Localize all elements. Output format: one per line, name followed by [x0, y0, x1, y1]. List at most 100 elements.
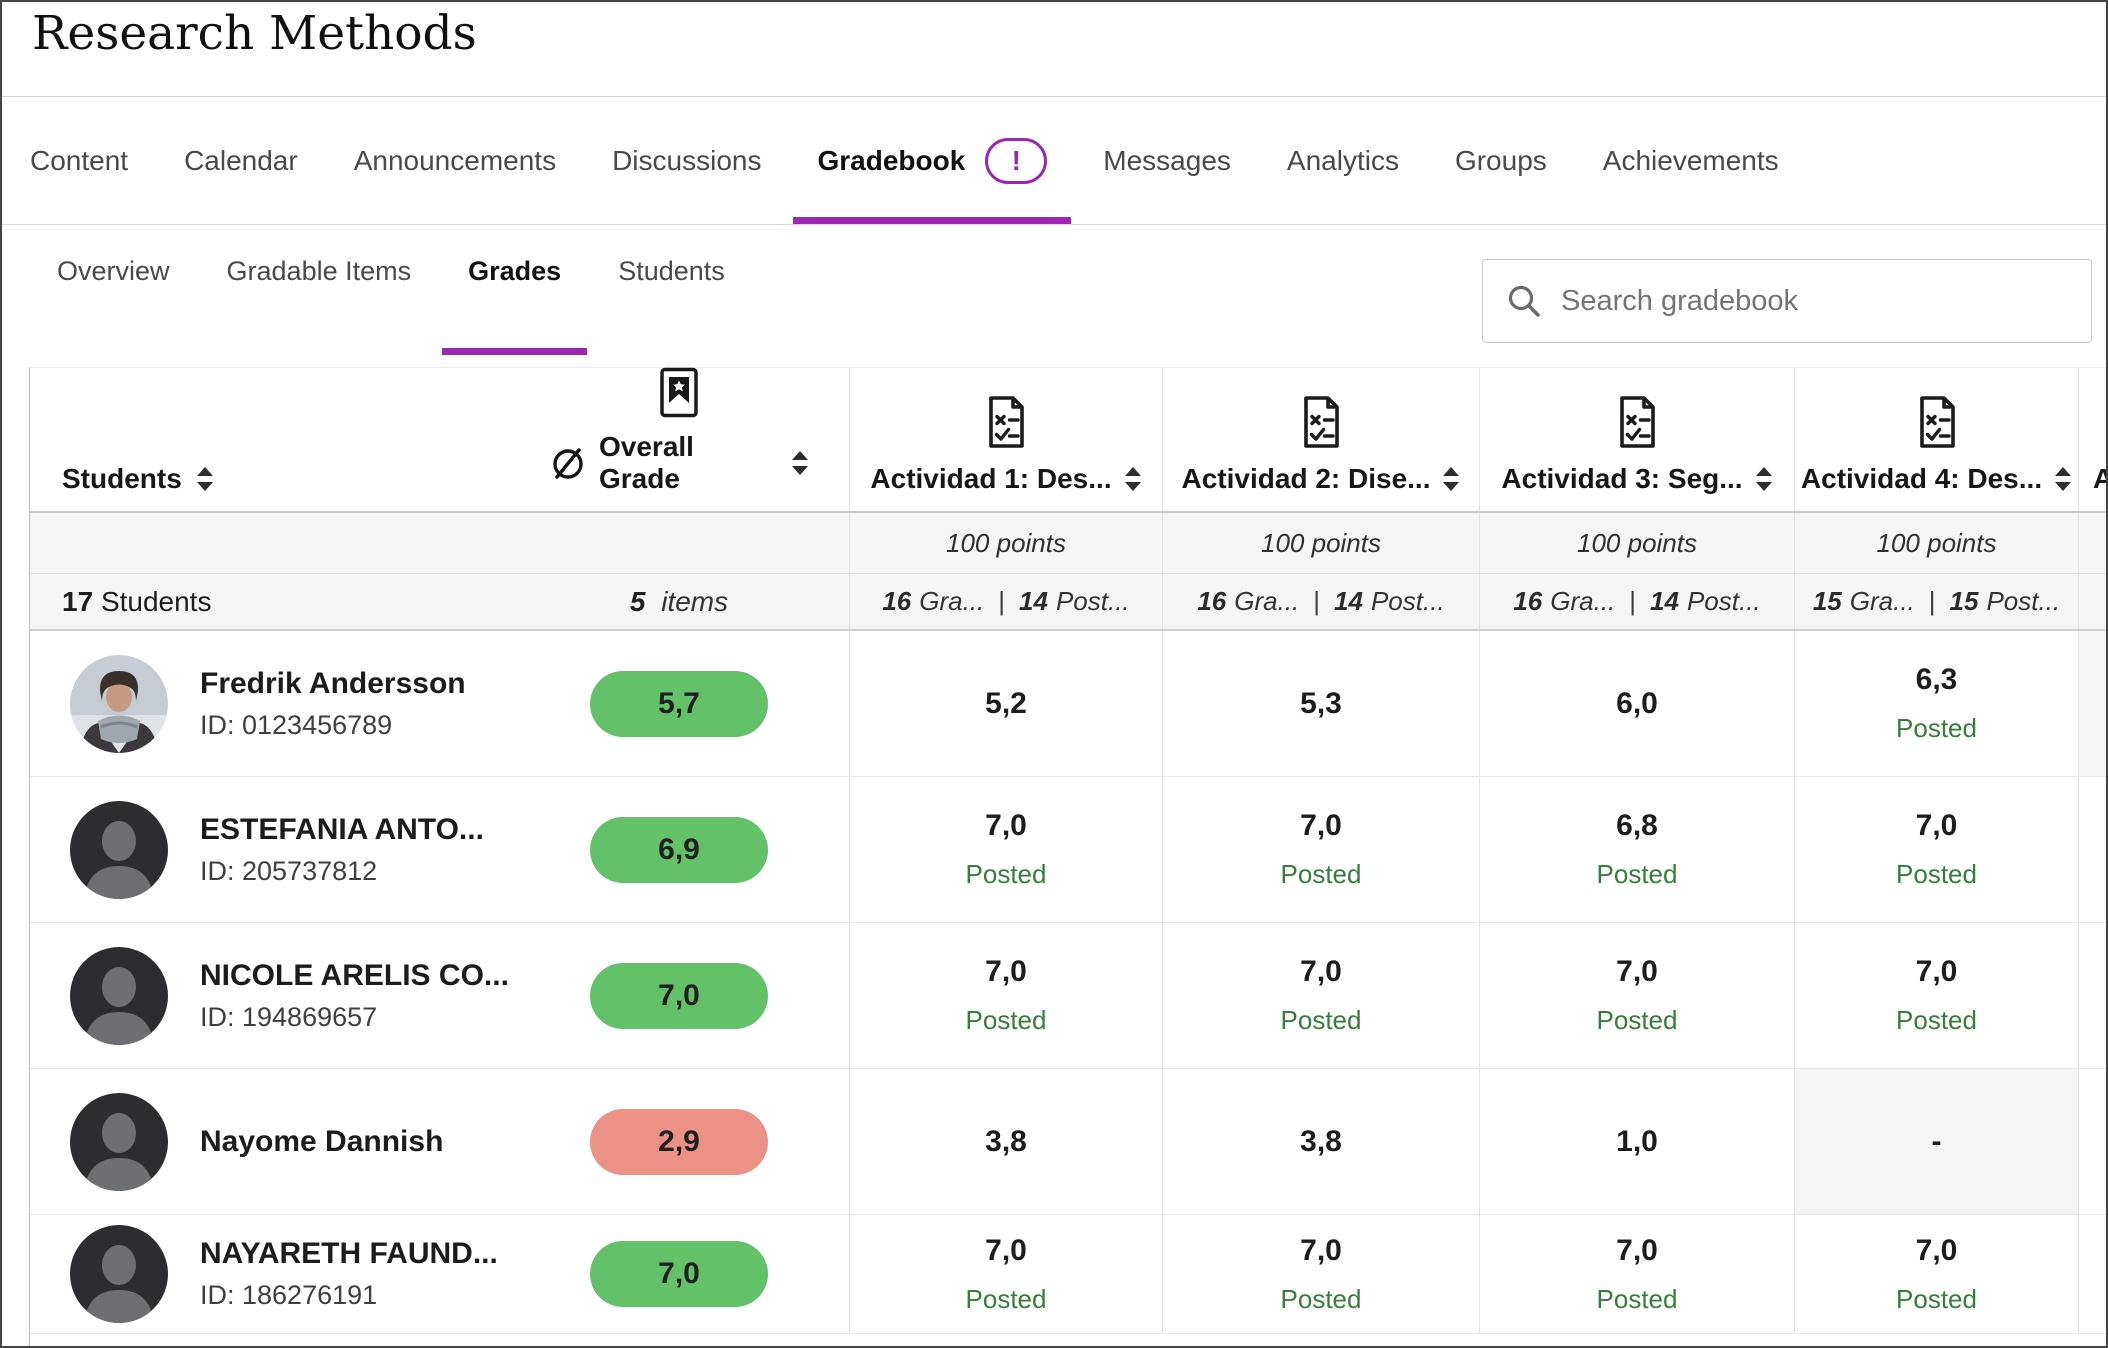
student-name: NICOLE ARELIS CO... [200, 958, 509, 992]
posted-count-label: Post... [1370, 586, 1445, 616]
student-name: Fredrik Andersson [200, 666, 466, 700]
students-column-header[interactable]: Students [62, 463, 214, 495]
table-row-nayome-dannish: Nayome Dannish 2,9 3,8 3,8 1,0 - [30, 1069, 2106, 1215]
column-points: 100 points [1261, 527, 1381, 558]
grade-cell[interactable]: 7,0 Posted [1795, 1215, 2079, 1333]
student-cell: Fredrik Andersson ID: 0123456789 5,7 [30, 631, 850, 776]
column-header-actividad-3-seg[interactable]: Actividad 3: Seg... [1480, 368, 1795, 511]
nav-tab-calendar[interactable]: Calendar [184, 97, 298, 224]
nav-tab-groups[interactable]: Groups [1455, 97, 1547, 224]
nav-tab-analytics[interactable]: Analytics [1287, 97, 1399, 224]
subnav-tab-gradable-items[interactable]: Gradable Items [227, 225, 412, 367]
student-id: ID: 0123456789 [200, 709, 393, 740]
subnav-tab-overview[interactable]: Overview [57, 225, 170, 367]
nav-tab-achievements[interactable]: Achievements [1603, 97, 1779, 224]
grade-cell[interactable]: 7,0 Posted [1480, 1215, 1795, 1333]
nav-tab-announcements[interactable]: Announcements [354, 97, 556, 224]
posted-count: 14 [1334, 586, 1363, 616]
posted-label: Posted [1280, 859, 1362, 889]
student-info[interactable]: ESTEFANIA ANTO... ID: 205737812 [70, 800, 484, 899]
grade-cell[interactable]: 6,0 [1480, 631, 1795, 776]
table-header-row: Students [30, 367, 2106, 513]
assignment-icon [1914, 395, 1960, 449]
column-counts-cell [2079, 574, 2106, 629]
grade-cell[interactable] [2079, 1215, 2106, 1333]
grade-cell[interactable]: 6,3 Posted [1795, 631, 2079, 776]
avatar-photo-icon [70, 654, 168, 753]
posted-count-label: Post... [1986, 586, 2061, 616]
posted-label: Posted [1280, 1283, 1362, 1314]
column-label: Actividad 3: Seg... [1501, 463, 1743, 494]
nav-tab-messages[interactable]: Messages [1103, 97, 1231, 224]
table-row-nicole-arelis-co: NICOLE ARELIS CO... ID: 194869657 7,0 7,… [30, 923, 2106, 1069]
grade-cell[interactable]: 7,0 Posted [1480, 923, 1795, 1068]
subnav-tab-label: Overview [57, 255, 170, 286]
sort-icon [1124, 466, 1142, 492]
grade-cell[interactable] [2079, 923, 2106, 1068]
avatar [70, 800, 168, 899]
column-header-a[interactable]: A [2079, 368, 2106, 511]
grade-cell[interactable]: 7,0 Posted [1795, 777, 2079, 922]
grade-cell[interactable]: 7,0 Posted [1163, 923, 1480, 1068]
grade-cell[interactable]: 5,2 [850, 631, 1163, 776]
grade-value: 7,0 [1915, 1233, 1958, 1267]
nav-tab-label: Messages [1103, 144, 1231, 176]
grade-cell[interactable]: 3,8 [850, 1069, 1163, 1214]
grade-cell[interactable]: 7,0 Posted [850, 923, 1163, 1068]
grade-cell[interactable]: 6,8 Posted [1480, 777, 1795, 922]
grade-cell[interactable]: 7,0 Posted [850, 1215, 1163, 1333]
search-input[interactable] [1559, 283, 2069, 319]
table-row-fredrik-andersson: Fredrik Andersson ID: 0123456789 5,7 5,2… [30, 631, 2106, 777]
grade-cell[interactable]: - [1795, 1069, 2079, 1214]
grade-cell[interactable]: 7,0 Posted [1163, 1215, 1480, 1333]
grade-cell[interactable] [2079, 777, 2106, 922]
grade-value: 1,0 [1616, 1124, 1658, 1158]
divider: | [1313, 586, 1321, 616]
column-header-actividad-4-des[interactable]: Actividad 4: Des... [1795, 368, 2079, 511]
student-id: ID: 186276191 [200, 1280, 378, 1310]
graded-label: Gra... [1234, 586, 1300, 616]
course-header: Research Methods [2, 2, 2106, 97]
overall-grade-pill[interactable]: 5,7 [590, 670, 768, 737]
grade-value: 7,0 [1300, 955, 1342, 988]
students-overall-header-cell: Students [30, 367, 850, 511]
column-counts-cell: 16 Gra... | 14 Post... [850, 574, 1163, 629]
column-counts-cell: 16 Gra... | 14 Post... [1163, 574, 1480, 629]
nav-tab-content[interactable]: Content [30, 97, 128, 224]
graded-count: 16 [1513, 586, 1543, 616]
overall-grade-pill[interactable]: 7,0 [590, 962, 768, 1029]
nav-tab-label: Content [30, 144, 129, 176]
subnav-tab-students[interactable]: Students [618, 225, 725, 367]
student-info[interactable]: NICOLE ARELIS CO... ID: 194869657 [70, 946, 509, 1045]
column-counts-cell: 16 Gra... | 14 Post... [1480, 574, 1795, 629]
student-name: ESTEFANIA ANTO... [200, 812, 484, 846]
column-header-actividad-2-dise[interactable]: Actividad 2: Dise... [1163, 368, 1480, 511]
column-header-actividad-1-des[interactable]: Actividad 1: Des... [850, 368, 1163, 511]
student-info[interactable]: Fredrik Andersson ID: 0123456789 [70, 654, 466, 753]
alert-badge-icon: ! [985, 137, 1048, 184]
grade-cell[interactable]: 5,3 [1163, 631, 1480, 776]
grade-cell[interactable]: 7,0 Posted [1795, 923, 2079, 1068]
nav-tab-discussions[interactable]: Discussions [612, 97, 761, 224]
points-row-spacer [30, 513, 850, 573]
grade-cell[interactable]: 3,8 [1163, 1069, 1480, 1214]
subnav-tab-grades[interactable]: Grades [442, 225, 588, 367]
grade-cell[interactable]: 1,0 [1480, 1069, 1795, 1214]
avatar-silhouette-icon [70, 946, 168, 1045]
nav-tab-gradebook[interactable]: Gradebook ! [793, 97, 1072, 224]
student-info[interactable]: NAYARETH FAUND... ID: 186276191 [70, 1225, 498, 1323]
student-info[interactable]: Nayome Dannish [70, 1092, 443, 1191]
grade-cell[interactable]: 7,0 Posted [1163, 777, 1480, 922]
grades-table: Students [29, 367, 2106, 1346]
avatar-silhouette-icon [70, 1092, 168, 1191]
page-title: Research Methods [32, 6, 477, 61]
overall-grade-pill[interactable]: 6,9 [590, 816, 768, 883]
overall-grade-column-header[interactable]: Overall Grade [549, 367, 809, 495]
grade-cell[interactable]: 7,0 Posted [850, 777, 1163, 922]
grade-cell[interactable] [2079, 631, 2106, 776]
overall-grade-header-label: Overall Grade [599, 431, 694, 494]
overall-grade-pill[interactable]: 2,9 [590, 1108, 768, 1175]
grade-cell[interactable] [2079, 1069, 2106, 1214]
grade-value: 7,0 [1915, 955, 1958, 988]
overall-grade-pill[interactable]: 7,0 [590, 1241, 768, 1307]
